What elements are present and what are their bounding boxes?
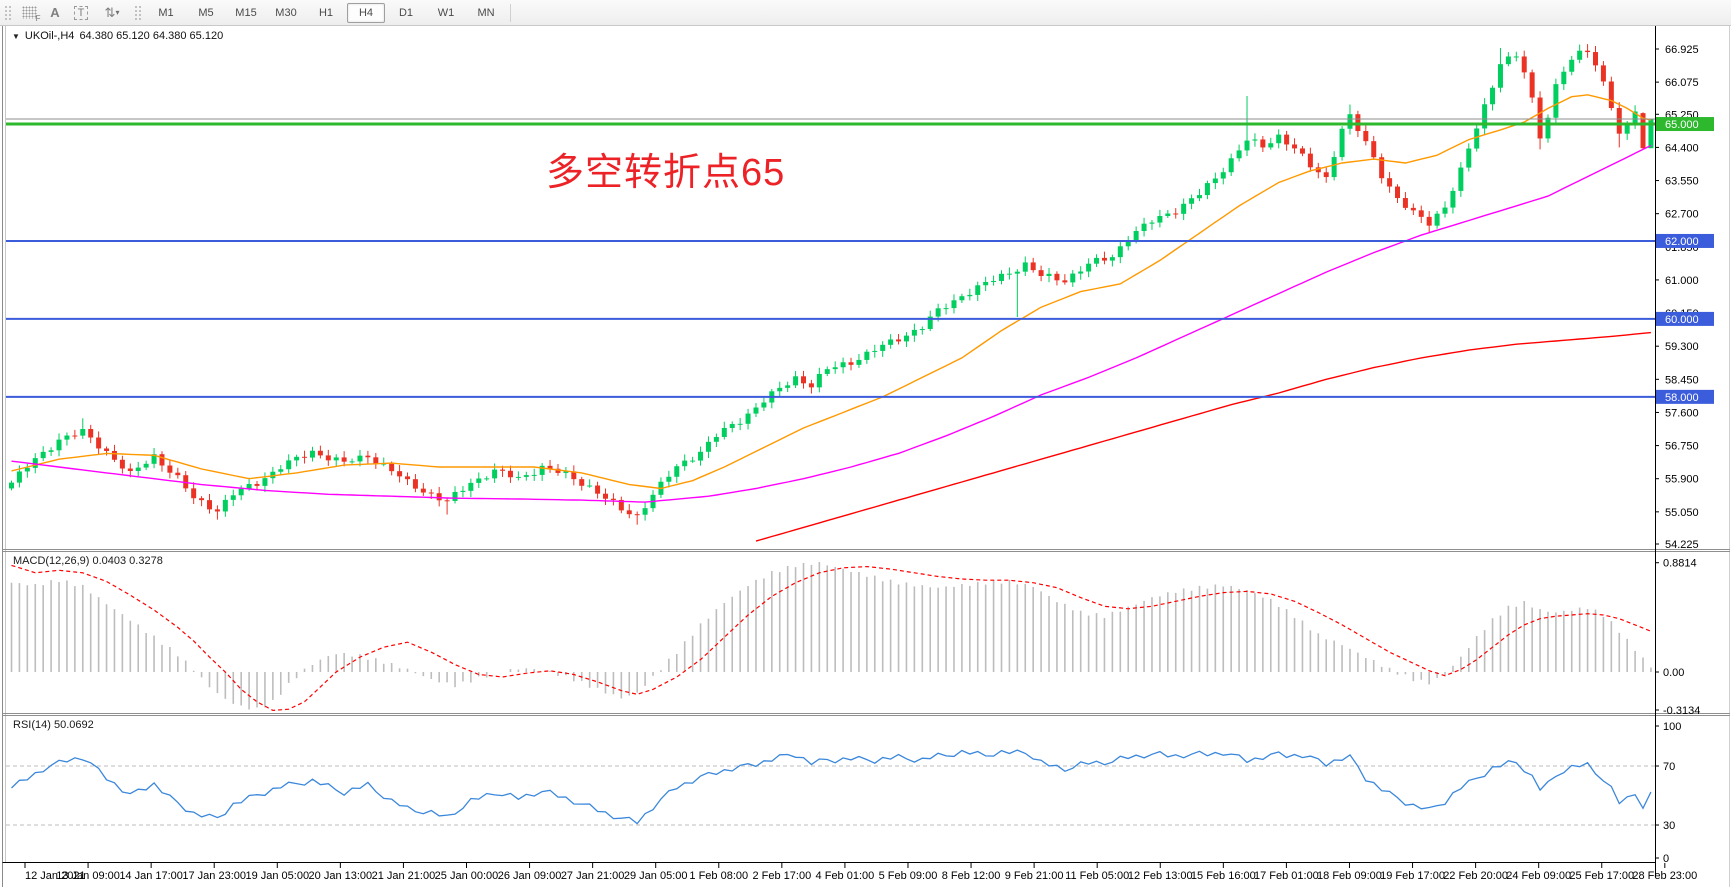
time-tick-label: 26 Jan 09:00: [498, 870, 562, 882]
letter-t-glyph: T: [73, 5, 89, 20]
macd-signal-line: [11, 564, 1652, 712]
time-tick-label: 21 Jan 21:00: [372, 870, 436, 882]
time-tick-label: 17 Feb 01:00: [1254, 870, 1319, 882]
time-tick-label: 14 Jan 17:00: [119, 870, 183, 882]
time-tick-label: 17 Jan 23:00: [182, 870, 246, 882]
text-label-icon[interactable]: A: [43, 2, 67, 24]
time-tick-label: 1 Feb 08:00: [689, 870, 748, 882]
time-tick-label: 28 Feb 23:00: [1632, 870, 1697, 882]
horizontal-line-objects: [6, 118, 1655, 398]
timeframe-button-D1[interactable]: D1: [398, 6, 414, 19]
rsi-line: [11, 749, 1652, 825]
time-tick-label: 2 Feb 17:00: [752, 870, 811, 882]
chart-symbol-period: UKOil-,H4: [24, 30, 75, 42]
time-tick-label: 13 Jan 09:00: [56, 870, 120, 882]
time-tick-label: 27 Jan 21:00: [561, 870, 625, 882]
chart-background: [0, 25, 1731, 887]
price-tick-label: 64.400: [1665, 142, 1699, 154]
timeframe-button-MN[interactable]: MN: [477, 6, 495, 19]
ma-fast-orange-line: [11, 94, 1652, 490]
timeframe-button-W1[interactable]: W1: [437, 6, 455, 19]
price-tick-label: 54.225: [1665, 539, 1699, 551]
macd-pane: [10, 562, 1652, 712]
dropdown-caret-icon[interactable]: ▾: [115, 8, 120, 17]
pane-borders: [0, 25, 1731, 887]
time-tick-label: 19 Feb 17:00: [1380, 870, 1445, 882]
price-badge-65.000: 65.000: [1665, 119, 1699, 131]
chart-title: ▼ UKOil-,H4 64.380 65.120 64.380 65.120: [12, 30, 223, 42]
time-tick-label: 29 Jan 05:00: [624, 870, 688, 882]
arrows-tool-icon[interactable]: ⇅ ▾: [95, 2, 129, 24]
macd-scale-label: 0.8814: [1663, 558, 1697, 570]
timeframe-button-M30[interactable]: M30: [275, 6, 297, 19]
rsi-scale-label: 0: [1663, 853, 1669, 865]
ma-slow-red-line: [755, 331, 1651, 542]
time-tick-label: 5 Feb 09:00: [879, 870, 938, 882]
chart-annotation-text: 多空转折点65: [546, 152, 786, 194]
time-tick-label: 24 Feb 09:00: [1506, 870, 1571, 882]
chart-ohlc-values: 64.380 65.120 64.380 65.120: [79, 30, 224, 42]
price-tick-label: 55.900: [1665, 474, 1699, 486]
time-tick-label: 22 Feb 20:00: [1443, 870, 1508, 882]
price-tick-label: 56.750: [1665, 441, 1699, 453]
rsi-pane: [6, 749, 1655, 826]
time-tick-label: 25 Jan 00:00: [435, 870, 499, 882]
rsi-scale-label: 100: [1663, 721, 1681, 733]
time-tick-label: 18 Feb 09:00: [1317, 870, 1382, 882]
text-box-icon[interactable]: T: [69, 2, 93, 24]
arrows-glyph: ⇅: [104, 4, 116, 20]
time-tick-label: 9 Feb 21:00: [1005, 870, 1064, 882]
toolbar-grip-handle[interactable]: [4, 4, 13, 21]
dotted-grid-f-icon[interactable]: F: [17, 2, 41, 24]
price-tick-label: 66.075: [1665, 77, 1699, 89]
time-tick-label: 11 Feb 05:00: [1065, 870, 1129, 882]
macd-scale-label: 0.00: [1663, 667, 1684, 679]
timeframe-button-M15[interactable]: M15: [235, 6, 257, 19]
candlestick-series: [9, 44, 1654, 525]
moving-averages: [11, 94, 1652, 542]
timeframe-button-H1[interactable]: H1: [318, 6, 334, 19]
toolbar: F A T ⇅ ▾ M1 M5 M15 M30 H1 H4 D1 W1 MN: [0, 0, 1731, 26]
rsi-axis: 100 70 30 0: [1655, 721, 1681, 865]
price-badges: 65.000 62.000 60.000 58.000: [1656, 117, 1714, 404]
timeframe-button-M1[interactable]: M1: [158, 6, 174, 19]
toolbar-grip-handle-2[interactable]: [134, 4, 143, 21]
time-tick-label: 8 Feb 12:00: [942, 870, 1001, 882]
time-tick-label: 4 Feb 01:00: [816, 870, 875, 882]
price-tick-label: 59.300: [1665, 341, 1699, 353]
rsi-scale-label: 70: [1663, 761, 1675, 773]
timeframe-button-H4[interactable]: H4: [347, 2, 385, 23]
price-tick-label: 66.925: [1665, 44, 1699, 56]
rsi-scale-label: 30: [1663, 820, 1675, 832]
macd-scale-label: -0.3134: [1663, 705, 1700, 717]
price-tick-label: 58.450: [1665, 374, 1699, 386]
time-tick-label: 15 Feb 16:00: [1191, 870, 1256, 882]
letter-a-glyph: A: [50, 5, 60, 20]
price-badge-62.000: 62.000: [1665, 236, 1699, 248]
time-tick-label: 20 Jan 13:00: [309, 870, 373, 882]
price-badge-60.000: 60.000: [1665, 314, 1699, 326]
ma-medium-magenta-line: [11, 144, 1652, 503]
toolbar-separator: [510, 3, 511, 22]
time-tick-label: 12 Feb 13:00: [1128, 870, 1193, 882]
price-tick-label: 61.000: [1665, 275, 1699, 287]
timeframe-button-M5[interactable]: M5: [198, 6, 214, 19]
macd-histogram: [10, 562, 1652, 710]
time-tick-label: 19 Jan 05:00: [245, 870, 309, 882]
dotted-grid-glyph: F: [21, 6, 41, 23]
time-tick-label: 12 Jan 2021: [25, 870, 86, 882]
price-tick-label: 57.600: [1665, 407, 1699, 419]
chart-title-collapse-icon[interactable]: ▼: [12, 31, 20, 41]
rsi-indicator-label: RSI(14) 50.0692: [13, 719, 94, 731]
time-tick-label: 25 Feb 17:00: [1569, 870, 1634, 882]
macd-axis: 0.8814 0.00 -0.3134: [1655, 558, 1700, 717]
price-badge-58.000: 58.000: [1665, 392, 1699, 404]
price-tick-label: 63.550: [1665, 176, 1699, 188]
price-tick-label: 62.700: [1665, 209, 1699, 221]
price-tick-label: 55.050: [1665, 507, 1699, 519]
macd-indicator-label: MACD(12,26,9) 0.0403 0.3278: [13, 555, 163, 567]
